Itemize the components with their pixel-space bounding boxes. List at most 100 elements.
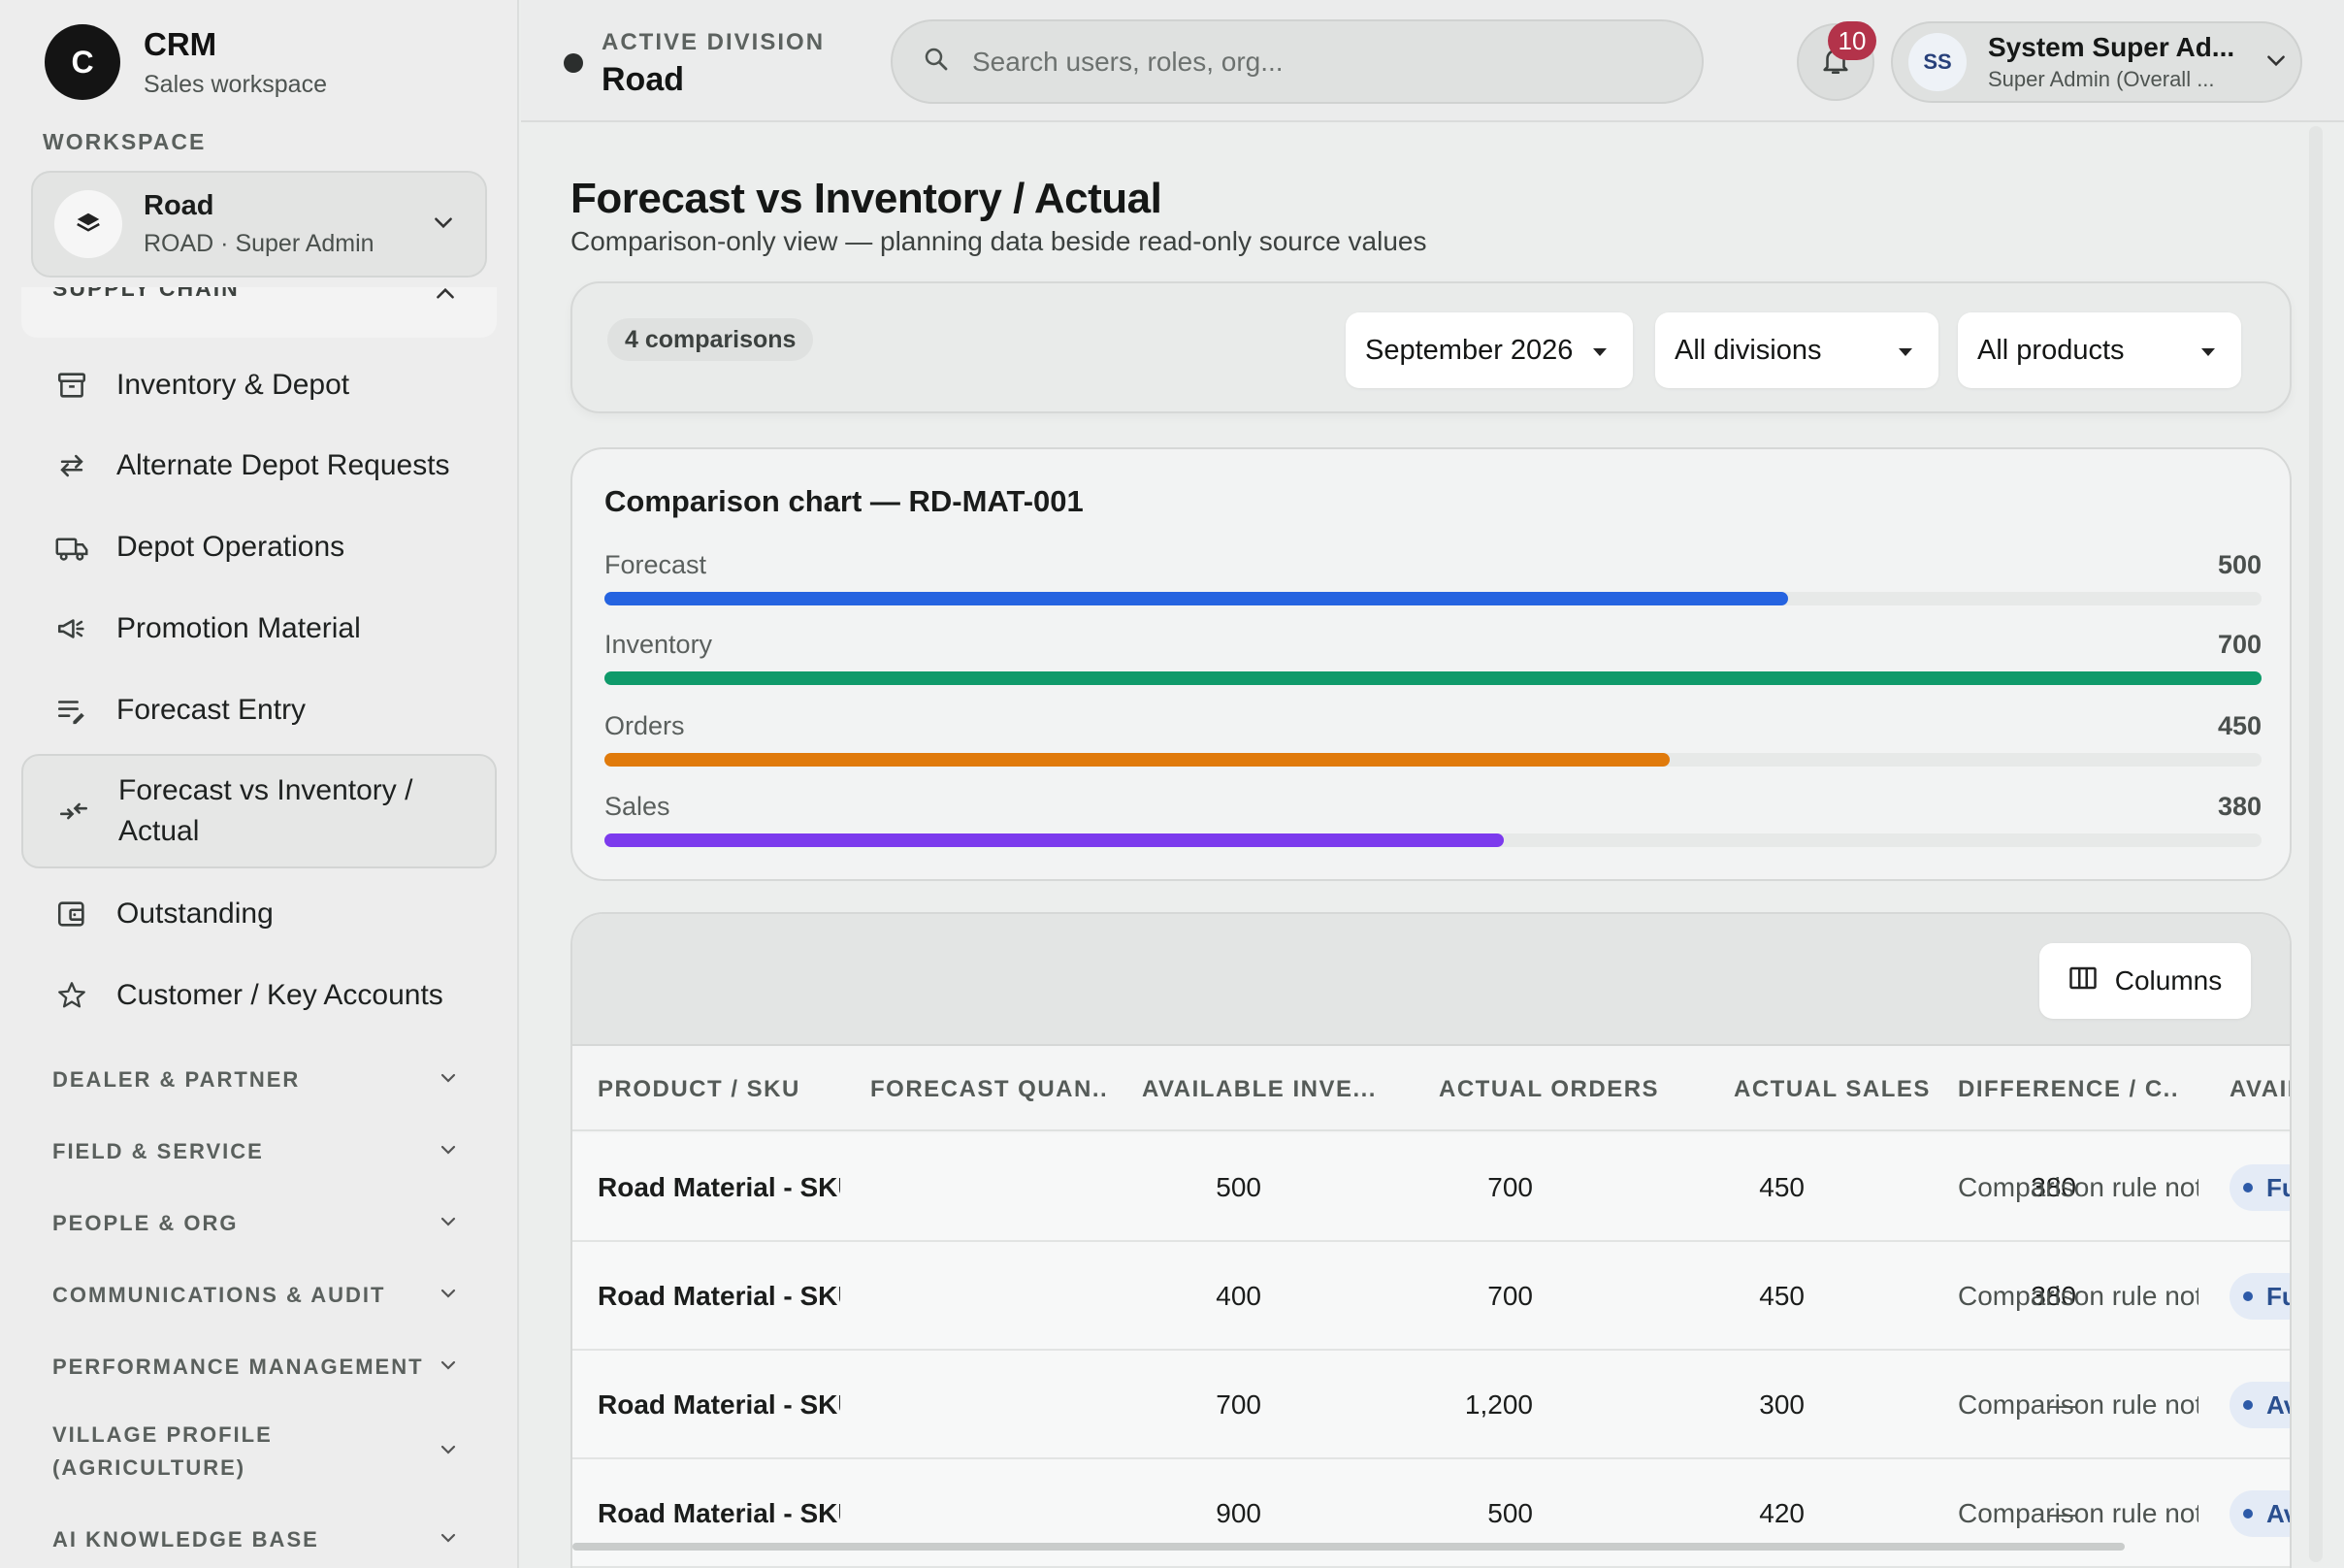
- column-header-orders[interactable]: ACTUAL ORDERS: [1439, 1076, 1660, 1102]
- sidebar-item-alternate-depot-requests[interactable]: Alternate Depot Requests: [21, 440, 497, 492]
- sidebar-item-forecast-entry[interactable]: Forecast Entry: [21, 684, 497, 736]
- table-row[interactable]: Road Material - SKU A 500 700 450 380 Co…: [572, 1133, 2290, 1242]
- bar-track: [604, 753, 2262, 767]
- group-field-service[interactable]: FIELD & SERVICE: [52, 1135, 460, 1168]
- column-header-availability[interactable]: AVAIL: [2230, 1076, 2290, 1102]
- chart-title: Comparison chart — RD-MAT-001: [604, 484, 1084, 518]
- search-input[interactable]: [972, 46, 1651, 78]
- column-header-product[interactable]: PRODUCT / SKU: [598, 1076, 800, 1102]
- cell-orders: 450: [1759, 1172, 1805, 1202]
- cell-orders: 420: [1759, 1498, 1805, 1528]
- cell-difference: Comparison rule not c: [1958, 1281, 2198, 1311]
- group-ai-knowledge-base[interactable]: AI KNOWLEDGE BASE: [52, 1523, 460, 1556]
- brand-title: CRM: [144, 25, 217, 62]
- brand-subtitle: Sales workspace: [144, 70, 327, 98]
- bar-inventory: [604, 671, 2262, 685]
- period-select[interactable]: September 2026: [1346, 312, 1633, 388]
- group-communications-audit[interactable]: COMMUNICATIONS & AUDIT: [52, 1279, 460, 1312]
- chevron-down-icon: [437, 1526, 460, 1554]
- table-row[interactable]: Road Material - SKU I 900 500 420 — Comp…: [572, 1459, 2290, 1568]
- chevron-down-icon: [437, 1438, 460, 1466]
- cell-orders: 450: [1759, 1281, 1805, 1311]
- column-header-forecast[interactable]: FORECAST QUAN...: [870, 1076, 1108, 1102]
- bar-forecast: [604, 592, 1788, 605]
- cell-inventory: 700: [1487, 1172, 1533, 1202]
- notification-count-badge: 10: [1828, 21, 1876, 60]
- column-header-sales[interactable]: ACTUAL SALES: [1734, 1076, 1931, 1102]
- status-badge: Av: [2230, 1382, 2290, 1428]
- layers-icon: [54, 190, 122, 258]
- status-dot: [2243, 1291, 2253, 1301]
- chevron-down-icon: [437, 1210, 460, 1238]
- status-badge-label: Fu: [2266, 1172, 2290, 1202]
- bar-track: [604, 671, 2262, 685]
- cell-difference: Comparison rule not c: [1958, 1498, 2198, 1528]
- status-badge-label: Fu: [2266, 1281, 2290, 1311]
- division-status-dot: [564, 53, 583, 73]
- horizontal-scrollbar[interactable]: [572, 1543, 2125, 1551]
- user-menu[interactable]: SS System Super Ad... Super Admin (Overa…: [1891, 21, 2302, 103]
- column-header-inventory[interactable]: AVAILABLE INVE...: [1142, 1076, 1377, 1102]
- cell-forecast: 700: [1216, 1389, 1261, 1420]
- chevron-down-icon: [437, 1066, 460, 1094]
- sidebar-item-label: Forecast Entry: [116, 694, 307, 726]
- sidebar-item-promotion-material[interactable]: Promotion Material: [21, 603, 497, 655]
- sidebar-item-forecast-vs-inventory[interactable]: Forecast vs Inventory / Actual: [21, 754, 497, 868]
- group-label: COMMUNICATIONS & AUDIT: [52, 1283, 386, 1307]
- cell-sales: —: [2049, 1389, 2076, 1420]
- page-title: Forecast vs Inventory / Actual: [570, 175, 1162, 222]
- sidebar-item-label: Customer / Key Accounts: [116, 979, 443, 1011]
- sidebar-item-customer-key-accounts[interactable]: Customer / Key Accounts: [21, 969, 497, 1022]
- group-dealer-partner[interactable]: DEALER & PARTNER: [52, 1063, 460, 1096]
- columns-icon: [2068, 965, 2098, 997]
- group-label: PEOPLE & ORG: [52, 1211, 239, 1235]
- group-people-org[interactable]: PEOPLE & ORG: [52, 1207, 460, 1240]
- workspace-section-label: WORKSPACE: [43, 129, 207, 154]
- cell-inventory: 700: [1487, 1281, 1533, 1311]
- search-bar[interactable]: [891, 19, 1704, 104]
- product-select[interactable]: All products: [1958, 312, 2241, 388]
- status-badge-label: Av: [2266, 1389, 2290, 1420]
- workspace-switcher[interactable]: Road ROAD · Super Admin: [31, 171, 487, 278]
- division-select-value: All divisions: [1675, 334, 1822, 366]
- column-header-difference[interactable]: DIFFERENCE / C...: [1958, 1076, 2176, 1102]
- cell-forecast: 900: [1216, 1498, 1261, 1528]
- swap-arrows-icon: [52, 446, 91, 485]
- section-header-supply-chain[interactable]: SUPPLY CHAIN: [21, 287, 497, 338]
- cell-difference: Comparison rule not c: [1958, 1389, 2198, 1420]
- chevron-down-icon: [437, 1138, 460, 1166]
- caret-down-icon: [1590, 335, 1610, 367]
- group-label: FIELD & SERVICE: [52, 1139, 264, 1163]
- group-label: PERFORMANCE MANAGEMENT: [52, 1355, 424, 1379]
- section-label: SUPPLY CHAIN: [52, 287, 240, 301]
- sidebar-item-label: Alternate Depot Requests: [116, 449, 450, 481]
- avatar: SS: [1908, 33, 1967, 91]
- cell-inventory: 1,200: [1464, 1389, 1533, 1420]
- cell-forecast: 400: [1216, 1281, 1261, 1311]
- cell-product: Road Material - SKU I: [598, 1498, 840, 1528]
- cell-sales: 380: [2031, 1281, 2076, 1311]
- group-label: VILLAGE PROFILE (AGRICULTURE): [52, 1422, 273, 1480]
- status-dot: [2243, 1509, 2253, 1519]
- group-performance-management[interactable]: PERFORMANCE MANAGEMENT: [52, 1351, 460, 1384]
- cell-forecast: 500: [1216, 1172, 1261, 1202]
- sidebar-item-depot-operations[interactable]: Depot Operations: [21, 521, 497, 573]
- table-row[interactable]: Road Material - SKU A 700 1,200 300 — Co…: [572, 1351, 2290, 1459]
- comparison-chart: Comparison chart — RD-MAT-001 Forecast 5…: [570, 447, 2292, 881]
- group-village-profile[interactable]: VILLAGE PROFILE (AGRICULTURE): [52, 1419, 460, 1485]
- cell-sales: —: [2049, 1498, 2076, 1528]
- vertical-scrollbar[interactable]: [2309, 126, 2323, 1562]
- filter-bar: 4 comparisons September 2026 All divisio…: [570, 281, 2292, 413]
- sidebar-item-inventory-depot[interactable]: Inventory & Depot: [21, 359, 497, 411]
- sidebar: C CRM Sales workspace WORKSPACE Road ROA…: [0, 0, 519, 1568]
- workspace-detail: ROAD · Super Admin: [144, 230, 374, 257]
- cell-sales: 380: [2031, 1172, 2076, 1202]
- bar-label: Sales: [604, 792, 670, 821]
- table-row[interactable]: Road Material - SKU A 400 700 450 380 Co…: [572, 1242, 2290, 1351]
- page-subtitle: Comparison-only view — planning data bes…: [570, 226, 1427, 256]
- sidebar-item-label: Depot Operations: [116, 531, 345, 563]
- division-select[interactable]: All divisions: [1655, 312, 1938, 388]
- sidebar-item-outstanding[interactable]: Outstanding: [21, 888, 497, 940]
- period-select-value: September 2026: [1365, 334, 1574, 366]
- columns-button[interactable]: Columns: [2039, 943, 2251, 1019]
